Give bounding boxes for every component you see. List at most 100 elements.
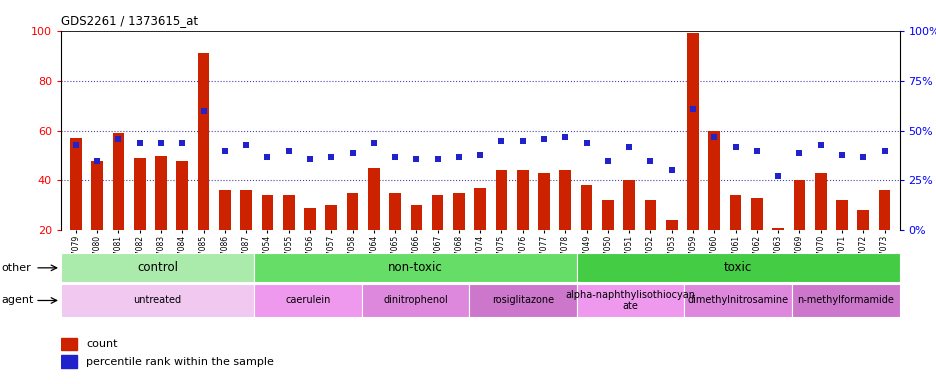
Point (536, 136, 551, 142)
Bar (577, 284, 684, 317)
Bar (410, 205, 422, 280)
Text: untreated: untreated (134, 295, 182, 306)
Point (388, 154, 402, 160)
Text: toxic: toxic (724, 262, 752, 274)
Bar (361, 284, 469, 317)
Text: caerulein: caerulein (285, 295, 330, 306)
Bar (708, 131, 720, 280)
Bar (134, 158, 145, 280)
Bar (684, 284, 791, 317)
Bar (240, 190, 252, 280)
Bar (878, 190, 889, 280)
Point (132, 139, 147, 146)
Point (68, 141, 83, 147)
Point (451, 154, 466, 160)
Bar (61, 355, 77, 368)
Point (90, 157, 105, 164)
Text: rosiglitazone: rosiglitazone (491, 295, 554, 306)
Bar (495, 170, 506, 280)
Bar (602, 200, 613, 280)
Bar (686, 33, 698, 280)
Bar (577, 253, 899, 282)
Bar (176, 161, 188, 280)
Point (154, 139, 168, 146)
Point (344, 149, 359, 156)
Text: dinitrophenol: dinitrophenol (383, 295, 447, 306)
Bar (261, 195, 273, 280)
Bar (793, 180, 804, 280)
Text: GDS2261 / 1373615_at: GDS2261 / 1373615_at (61, 14, 197, 27)
Bar (469, 284, 577, 317)
Point (812, 141, 827, 147)
Bar (61, 284, 255, 317)
Text: control: control (137, 262, 178, 274)
Point (430, 156, 445, 162)
Text: other: other (2, 263, 32, 273)
Bar (283, 195, 294, 280)
Point (770, 174, 785, 180)
Bar (835, 200, 847, 280)
Bar (61, 338, 77, 350)
Bar (814, 173, 826, 280)
Bar (219, 190, 230, 280)
Bar (70, 138, 81, 280)
Bar (112, 133, 124, 280)
Point (557, 134, 572, 140)
Bar (368, 168, 379, 280)
Text: percentile rank within the sample: percentile rank within the sample (86, 356, 274, 367)
Bar (729, 195, 740, 280)
Point (578, 139, 593, 146)
Point (174, 139, 189, 146)
Point (600, 157, 615, 164)
Text: dimethylnitrosamine: dimethylnitrosamine (687, 295, 788, 306)
Point (281, 147, 296, 154)
Point (323, 154, 338, 160)
Point (622, 144, 636, 150)
Text: agent: agent (2, 295, 35, 306)
Point (876, 147, 891, 154)
Bar (304, 208, 315, 280)
Point (685, 106, 700, 112)
Point (259, 154, 274, 160)
Point (493, 137, 508, 144)
Bar (453, 193, 464, 280)
Bar (856, 210, 869, 280)
Point (302, 156, 317, 162)
Bar (665, 220, 677, 280)
Point (196, 108, 211, 114)
Bar (644, 200, 655, 280)
Point (749, 147, 764, 154)
Point (239, 141, 254, 147)
Point (515, 137, 530, 144)
Bar (255, 253, 577, 282)
Bar (537, 173, 549, 280)
Point (217, 147, 232, 154)
Point (408, 156, 423, 162)
Bar (791, 284, 899, 317)
Bar (517, 170, 528, 280)
Point (664, 167, 679, 174)
Bar (255, 284, 361, 317)
Point (472, 151, 487, 157)
Bar (771, 228, 783, 280)
Point (727, 144, 742, 150)
Bar (580, 185, 592, 280)
Point (110, 136, 125, 142)
Bar (388, 193, 401, 280)
Text: alpha-naphthylisothiocyan
ate: alpha-naphthylisothiocyan ate (565, 290, 695, 311)
Bar (346, 193, 358, 280)
Point (642, 157, 657, 164)
Bar (197, 53, 209, 280)
Text: non-toxic: non-toxic (388, 262, 443, 274)
Bar (155, 156, 167, 280)
Bar (91, 161, 103, 280)
Bar (325, 205, 337, 280)
Bar (61, 253, 255, 282)
Point (791, 149, 806, 156)
Bar (559, 170, 571, 280)
Text: count: count (86, 339, 118, 349)
Text: n-methylformamide: n-methylformamide (797, 295, 893, 306)
Point (366, 139, 381, 146)
Bar (474, 188, 486, 280)
Bar (622, 180, 635, 280)
